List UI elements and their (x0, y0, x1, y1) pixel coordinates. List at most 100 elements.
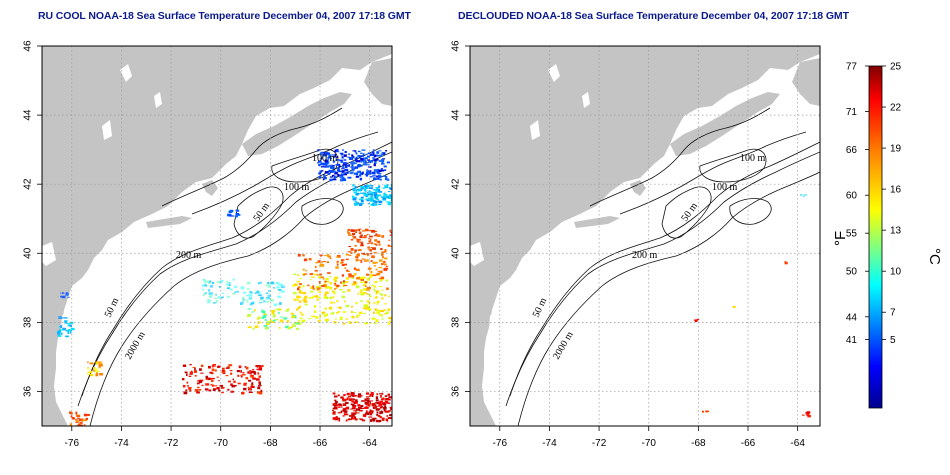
sst-pixel (390, 231, 392, 233)
sst-pixel (83, 424, 86, 426)
sst-pixel (227, 213, 231, 217)
x-tick-label: -72 (164, 438, 179, 449)
sst-pixel (370, 260, 373, 263)
sst-pixel (335, 266, 339, 269)
sst-pixel (340, 261, 343, 264)
sst-pixel (206, 280, 210, 283)
sst-pixel (337, 417, 341, 420)
sst-pixel (380, 293, 384, 296)
x-tick-label: -76 (493, 438, 508, 449)
sst-pixel (288, 327, 292, 329)
sst-pixel (342, 295, 344, 298)
sst-pixel (204, 284, 208, 287)
sst-pixel (69, 329, 72, 333)
sst-pixel (387, 202, 391, 206)
sst-pixel (314, 269, 318, 272)
sst-pixel (371, 151, 375, 154)
sst-pixel (361, 400, 365, 402)
sst-pixel (253, 309, 256, 312)
sst-pixel (366, 396, 370, 398)
sst-pixel (366, 300, 370, 303)
celsius-tick-label: 16 (890, 185, 902, 196)
sst-pixel (243, 383, 247, 386)
sst-pixel (357, 164, 361, 168)
sst-pixel (308, 297, 313, 299)
sst-pixel (360, 289, 363, 292)
sst-pixel (337, 173, 340, 177)
sst-pixel (356, 314, 361, 317)
sst-pixel (211, 281, 214, 284)
sst-pixel (371, 159, 374, 162)
sst-pixel (342, 398, 345, 402)
sst-pixel (359, 152, 363, 154)
sst-pixel (278, 292, 281, 294)
sst-pixel (325, 165, 330, 168)
sst-pixel (293, 298, 297, 301)
sst-pixel (359, 177, 362, 181)
sst-pixel (359, 172, 363, 175)
sst-pixel (208, 389, 212, 392)
sst-pixel (370, 284, 375, 286)
sst-pixel (375, 396, 379, 400)
sst-pixel (342, 291, 346, 293)
sst-pixel (85, 417, 88, 420)
sst-pixel (228, 364, 233, 367)
sst-pixel (332, 290, 335, 292)
sst-pixel (369, 196, 373, 198)
sst-pixel (286, 320, 289, 323)
sst-pixel (367, 246, 371, 249)
sst-pixel (354, 268, 357, 270)
sst-pixel (357, 253, 360, 256)
sst-pixel (75, 421, 79, 423)
sst-pixel (221, 391, 224, 394)
sst-pixel (353, 273, 357, 276)
sst-pixel (373, 274, 377, 276)
sst-pixel (218, 389, 221, 392)
sst-pixel (356, 160, 361, 163)
sst-pixel (352, 405, 356, 409)
sst-pixel (293, 291, 297, 295)
sst-pixel (378, 185, 381, 188)
sst-pixel (221, 372, 226, 374)
sst-pixel (367, 407, 369, 409)
sst-pixel (305, 270, 308, 272)
sst-pixel (373, 302, 376, 304)
sst-pixel (384, 405, 387, 408)
sst-pixel (377, 194, 381, 197)
sst-pixel (323, 174, 326, 177)
sst-pixel (217, 365, 221, 368)
sst-pixel (343, 284, 348, 286)
celsius-tick-label: 25 (890, 62, 902, 73)
sst-pixel (210, 293, 213, 296)
sst-pixel (382, 402, 386, 405)
sst-pixel (205, 383, 210, 386)
sst-pixel (69, 324, 72, 328)
sst-pixel (87, 367, 90, 370)
left-map-frame (41, 45, 393, 427)
sst-pixel (93, 369, 97, 372)
sst-pixel (209, 371, 213, 374)
sst-pixel (341, 168, 345, 170)
sst-pixel (347, 153, 351, 155)
sst-pixel (351, 277, 355, 279)
sst-pixel (331, 167, 335, 170)
sst-pixel (335, 286, 338, 289)
sst-pixel (371, 197, 374, 201)
sst-pixel (348, 254, 352, 256)
sst-pixel (363, 312, 366, 315)
sst-pixel (273, 313, 276, 316)
sst-pixel (374, 230, 377, 232)
sst-pixel (343, 413, 348, 416)
sst-pixel (360, 158, 364, 161)
sst-pixel (381, 318, 384, 320)
sst-pixel (357, 238, 361, 241)
sst-pixel (79, 424, 83, 426)
sst-pixel (384, 398, 387, 401)
sst-pixel (378, 203, 382, 205)
sst-pixel (364, 235, 367, 237)
sst-pixel (378, 169, 382, 172)
sst-pixel (337, 163, 341, 166)
sst-pixel (363, 253, 367, 256)
sst-pixel (784, 262, 788, 265)
sst-pixel (320, 255, 322, 257)
